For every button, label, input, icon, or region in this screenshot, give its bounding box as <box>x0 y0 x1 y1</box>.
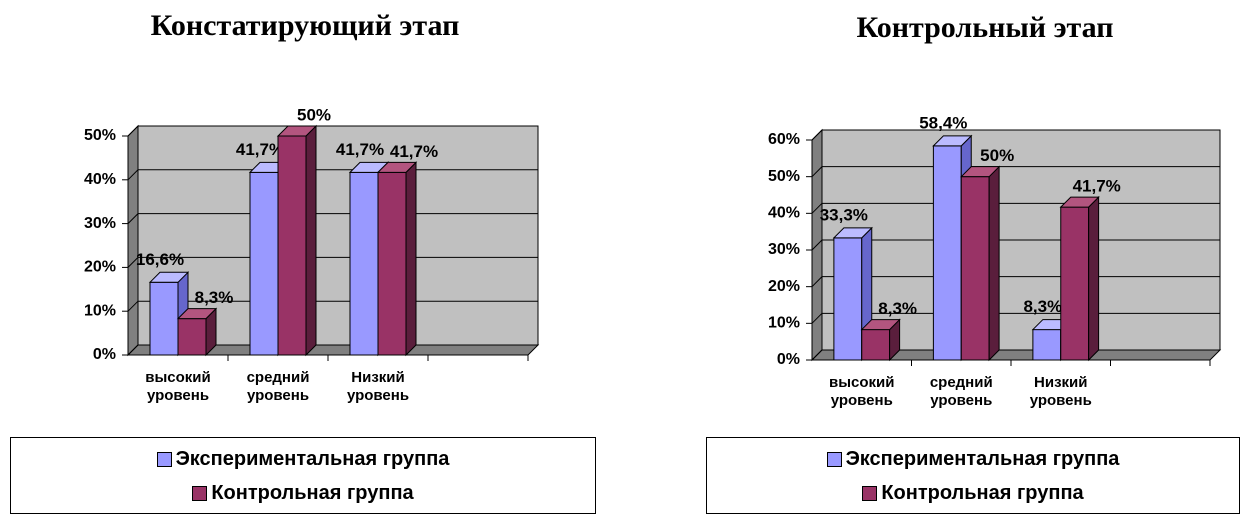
bar-front <box>177 318 207 356</box>
legend-swatch <box>192 485 208 501</box>
chart-title: Констатирующий этап <box>151 9 460 42</box>
bar-top <box>832 227 873 239</box>
value-label: 8,3% <box>1023 297 1062 316</box>
value-label: 16,6% <box>136 250 184 269</box>
bar-top <box>960 166 1001 178</box>
legend-entry: Контрольная группа <box>707 476 1239 510</box>
bar-front <box>833 237 863 361</box>
legend-swatch <box>826 451 842 467</box>
y-tick-label: 10% <box>768 315 800 332</box>
bar-side <box>988 165 1000 362</box>
chart-title: Контрольный этап <box>856 11 1113 44</box>
x-tick-label: высокий уровень <box>829 374 895 409</box>
legend-label: Контрольная группа <box>881 481 1084 504</box>
bar-top <box>1059 196 1100 208</box>
bar-side <box>405 161 417 357</box>
value-label: 41,7% <box>336 140 384 159</box>
y-tick-label: 30% <box>768 241 800 258</box>
y-tick-label: 50% <box>84 127 116 144</box>
grid-line <box>811 129 1220 141</box>
bar-top <box>932 135 973 147</box>
bar-front <box>1032 329 1062 361</box>
x-tick-label: Низкий уровень <box>1029 374 1092 409</box>
bar-front <box>932 145 962 361</box>
bar-front <box>277 135 307 356</box>
bar-side <box>305 124 317 357</box>
x-tick-label: средний уровень <box>246 369 310 404</box>
y-tick-label: 0% <box>777 351 800 368</box>
legend-label: Экспериментальная группа <box>845 447 1120 470</box>
legend-entry: Контрольная группа <box>11 476 595 510</box>
legend-entry: Экспериментальная группа <box>707 442 1239 476</box>
x-tick-label: Низкий уровень <box>346 369 410 404</box>
y-tick-label: 50% <box>768 168 800 185</box>
y-tick-label: 20% <box>768 278 800 295</box>
legend: Экспериментальная группа Контрольная груп… <box>10 437 596 514</box>
grid-line <box>127 125 538 137</box>
value-label: 50% <box>980 146 1014 165</box>
bar-front <box>1060 206 1090 361</box>
y-tick-label: 30% <box>84 215 116 232</box>
value-label: 41,7% <box>236 140 284 159</box>
bar-front <box>377 171 407 356</box>
legend: Экспериментальная группа Контрольная груп… <box>706 437 1240 514</box>
side-wall <box>127 124 139 357</box>
y-tick-label: 20% <box>84 259 116 276</box>
value-label: 41,7% <box>390 142 438 161</box>
value-label: 41,7% <box>1073 177 1121 196</box>
bar-top <box>860 319 901 331</box>
legend-entry: Экспериментальная группа <box>11 442 595 476</box>
bar-side <box>1088 195 1100 362</box>
grid-line <box>811 166 1220 178</box>
legend-swatch <box>156 451 172 467</box>
y-tick-label: 40% <box>768 205 800 222</box>
bar-front <box>861 329 891 361</box>
bar-top <box>176 308 218 320</box>
legend-label: Экспериментальная группа <box>175 447 450 470</box>
bar-top <box>276 125 318 137</box>
y-tick-label: 10% <box>84 302 116 319</box>
y-tick-label: 0% <box>93 346 116 363</box>
value-label: 8,3% <box>195 288 234 307</box>
y-tick-label: 40% <box>84 171 116 188</box>
value-label: 8,3% <box>878 299 917 318</box>
bar-front <box>960 176 990 361</box>
value-label: 58,4% <box>919 113 967 132</box>
x-tick-label: средний уровень <box>929 374 993 409</box>
legend-swatch <box>862 485 878 501</box>
bar-front <box>149 281 179 356</box>
bar-top <box>376 161 418 173</box>
y-tick-label: 60% <box>768 131 800 148</box>
value-label: 50% <box>297 105 331 124</box>
bar-front <box>349 171 379 356</box>
legend-label: Контрольная группа <box>211 481 414 504</box>
value-label: 33,3% <box>820 205 868 224</box>
bar-top <box>148 271 190 283</box>
bar-front <box>249 171 279 356</box>
x-tick-label: высокий уровень <box>145 369 211 404</box>
